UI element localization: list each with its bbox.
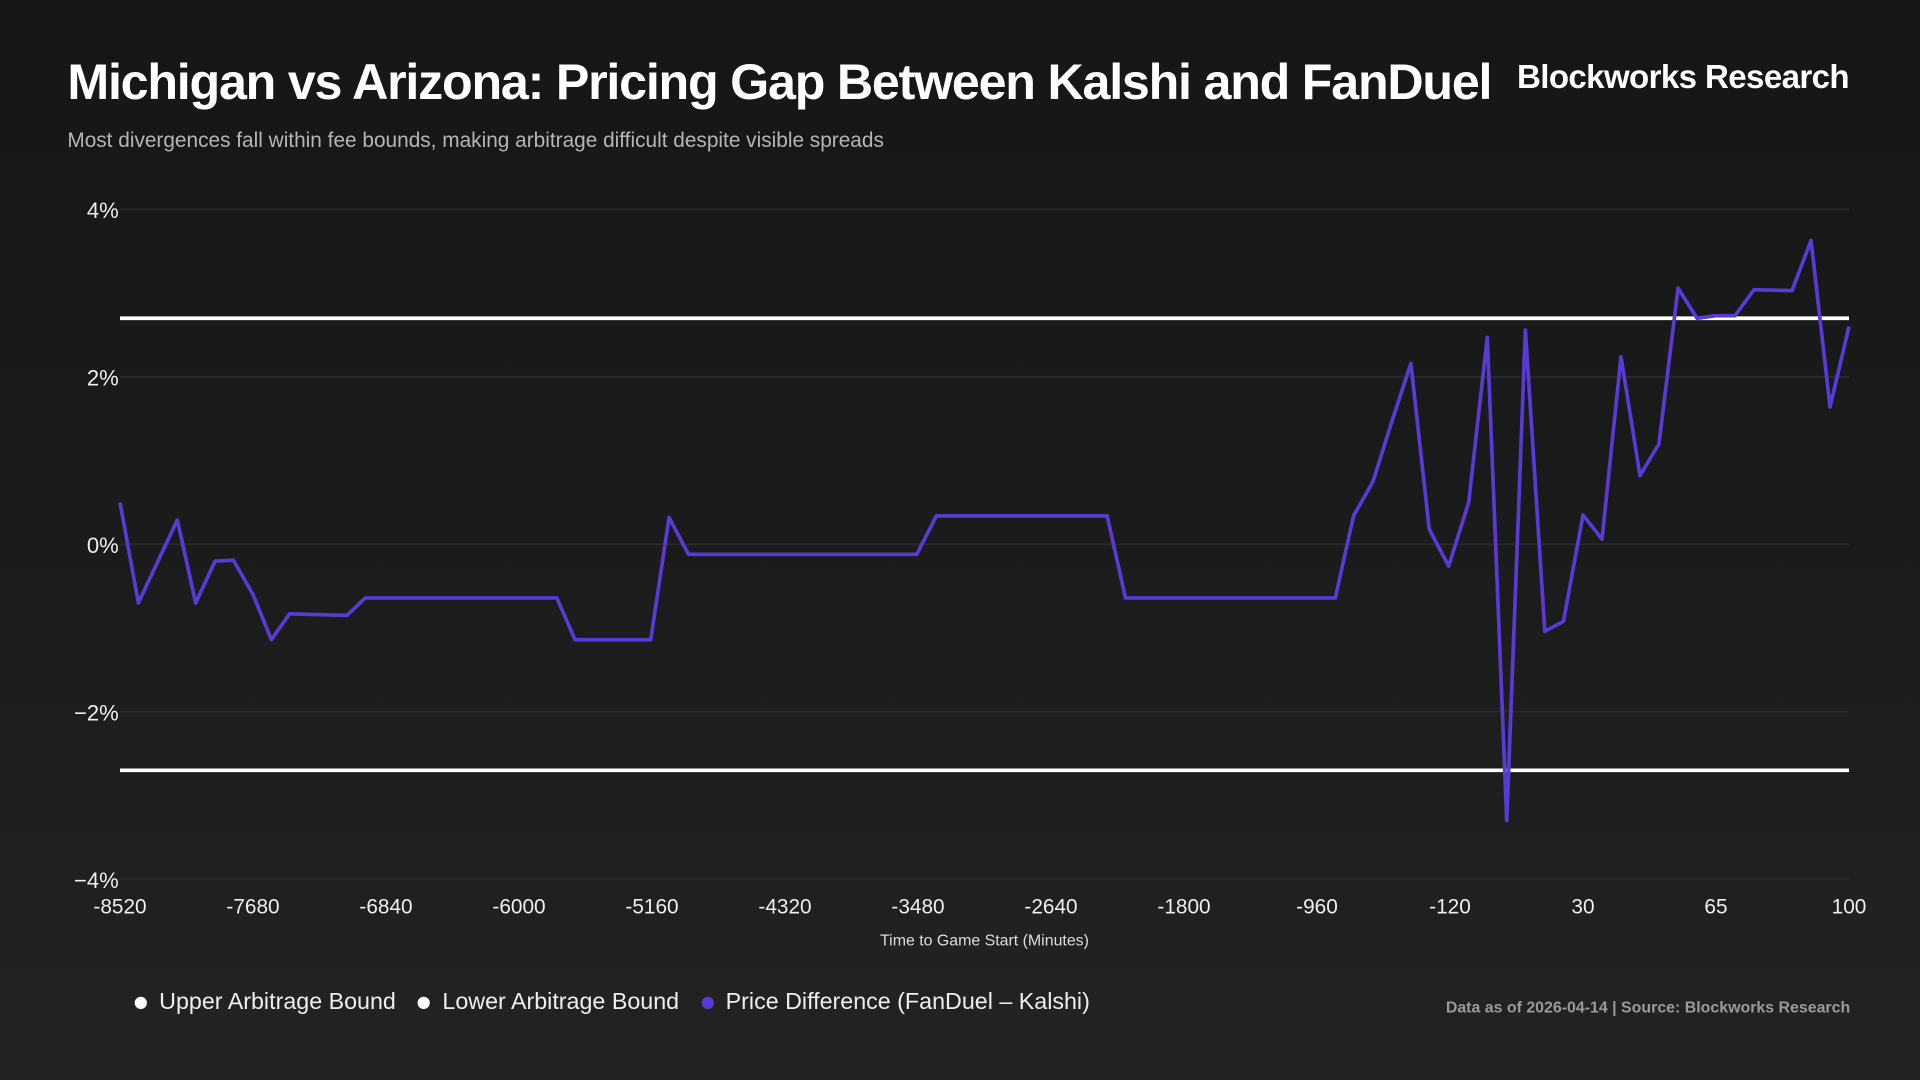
x-tick-label: -120 (1429, 895, 1471, 918)
legend-dot (134, 996, 147, 1009)
x-axis-label: Time to Game Start (Minutes) (880, 932, 1089, 949)
x-tick-label: -2640 (1024, 895, 1077, 918)
legend: Upper Arbitrage Bound Lower Arbitrage Bo… (134, 989, 1090, 1016)
chart-title: Michigan vs Arizona: Pricing Gap Between… (67, 53, 1492, 111)
x-tick-label: -8520 (93, 895, 146, 918)
legend-upper-bound[interactable]: Upper Arbitrage Bound (134, 989, 396, 1016)
legend-lower-bound[interactable]: Lower Arbitrage Bound (417, 989, 680, 1016)
x-tick-label: 30 (1571, 895, 1594, 918)
x-tick-label: -6000 (492, 895, 545, 918)
legend-price-difference[interactable]: Price Difference (FanDuel – Kalshi) (701, 989, 1090, 1016)
y-tick-label: −2% (74, 700, 119, 725)
x-tick-label: -1800 (1157, 895, 1210, 918)
legend-dot (417, 996, 431, 1009)
x-tick-label: 100 (1832, 895, 1867, 918)
x-tick-label: 65 (1704, 895, 1727, 918)
legend-label: Price Difference (FanDuel – Kalshi) (725, 989, 1090, 1016)
legend-label: Upper Arbitrage Bound (159, 989, 396, 1016)
legend-dot (701, 996, 714, 1009)
price-difference-line (118, 238, 1851, 823)
x-tick-label: -960 (1296, 895, 1338, 918)
y-tick-label: 2% (87, 365, 119, 390)
y-tick-label: 0% (87, 533, 119, 558)
chart-subtitle: Most divergences fall within fee bounds,… (67, 128, 884, 152)
x-tick-label: -5160 (625, 895, 678, 918)
legend-label: Lower Arbitrage Bound (442, 989, 680, 1016)
y-tick-label: −4% (74, 868, 119, 893)
x-tick-label: -4320 (758, 895, 811, 918)
brand-logo: Blockworks Research (1516, 58, 1850, 96)
y-tick-label: 4% (87, 198, 119, 223)
x-tick-label: -6840 (359, 895, 412, 918)
source-note: Data as of 2026-04-14 | Source: Blockwor… (1445, 997, 1851, 1017)
x-tick-label: -3480 (891, 895, 944, 918)
x-tick-label: -7680 (226, 895, 279, 918)
